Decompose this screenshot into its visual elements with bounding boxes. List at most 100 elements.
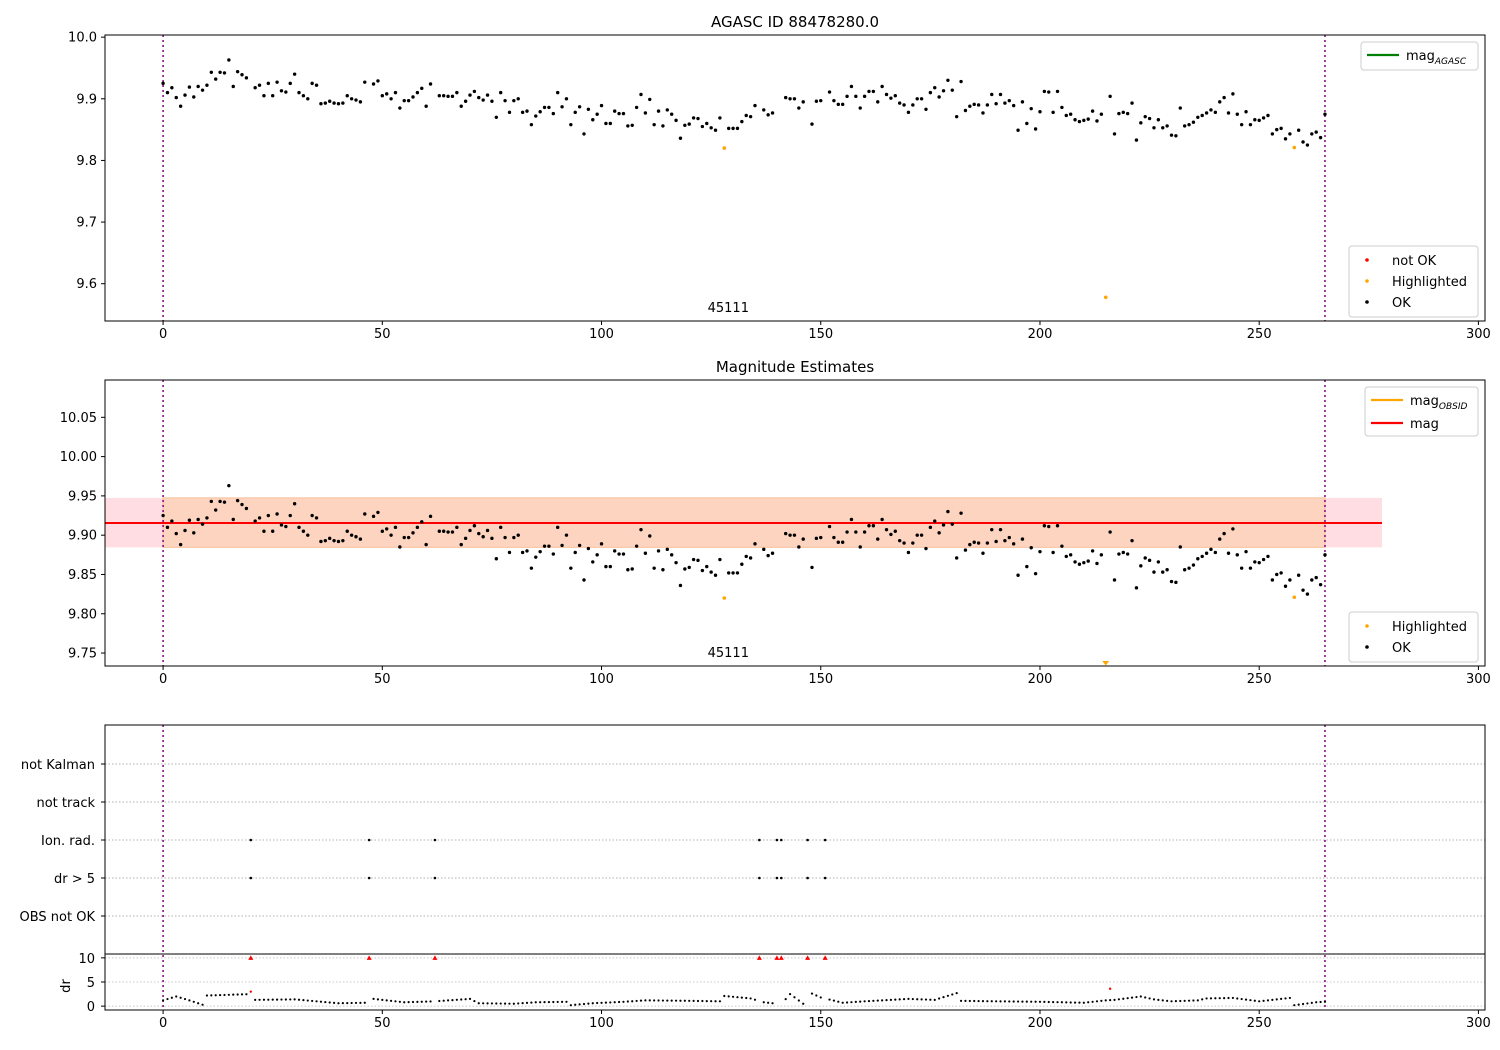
ok-point <box>573 110 577 115</box>
dr-point <box>881 999 884 1002</box>
ok-point <box>1169 133 1174 137</box>
dr-point <box>289 998 292 1001</box>
ok-point <box>998 92 1003 97</box>
ok-point <box>906 110 911 115</box>
ok-point <box>349 533 354 537</box>
ok-point <box>801 100 805 104</box>
ok-point <box>683 567 687 571</box>
dr-point <box>166 997 169 1001</box>
dr-point <box>1117 998 1120 1001</box>
flag-marker <box>433 838 437 842</box>
ok-point <box>411 531 415 535</box>
ok-point <box>617 552 621 556</box>
dr-point <box>1192 999 1195 1002</box>
ok-point <box>1130 101 1134 105</box>
ok-point <box>599 103 604 108</box>
dr-point <box>1319 1000 1322 1004</box>
ok-point <box>726 126 731 131</box>
ok-point <box>512 535 516 540</box>
ok-point <box>424 542 428 547</box>
ok-point <box>319 539 323 544</box>
dr-point <box>1091 1000 1094 1003</box>
ok-point <box>196 84 200 89</box>
ok-point <box>1288 578 1292 582</box>
ok-point <box>665 108 670 112</box>
ok-point <box>271 529 275 533</box>
ok-point <box>1003 101 1007 105</box>
ok-point <box>941 89 946 93</box>
dr-tick-label: 10 <box>78 952 95 967</box>
ok-point <box>1016 573 1020 577</box>
dr-point <box>674 999 678 1002</box>
flag-row-label: OBS not OK <box>20 910 96 925</box>
ok-point <box>766 553 770 558</box>
marker-legend-swatch <box>1365 624 1369 628</box>
ok-point <box>1108 94 1112 99</box>
ok-point <box>468 93 472 97</box>
ok-point <box>731 571 735 575</box>
ok-point <box>696 116 700 121</box>
ok-point <box>1314 130 1318 134</box>
y-tick-label: 9.9 <box>76 92 97 107</box>
highlighted-point <box>722 146 727 150</box>
ok-point <box>402 535 406 540</box>
ok-point <box>959 79 963 84</box>
dr-point <box>161 999 165 1002</box>
dr-point <box>245 993 248 996</box>
ok-point <box>669 112 674 116</box>
dr-point <box>1205 997 1208 1000</box>
ok-point <box>200 88 205 92</box>
ok-point <box>1060 544 1064 548</box>
ok-point <box>577 105 582 109</box>
ok-point <box>1296 573 1301 577</box>
dr-point <box>411 1000 415 1004</box>
dr-point <box>574 1003 577 1006</box>
ok-point <box>981 111 985 115</box>
ok-point <box>906 550 911 555</box>
dr-point <box>705 1000 708 1003</box>
ok-point <box>810 565 814 570</box>
ok-point <box>196 517 200 522</box>
x-tick-label: 0 <box>159 1016 167 1031</box>
dr-point <box>376 998 380 1001</box>
dr-point <box>810 992 814 995</box>
dr-point <box>859 1000 862 1003</box>
x-tick-label: 50 <box>374 672 391 687</box>
flag-marker <box>823 876 827 880</box>
ok-point <box>209 499 214 504</box>
ok-point <box>376 510 380 515</box>
dr-point <box>683 999 686 1002</box>
ok-point <box>1134 138 1139 142</box>
ok-point <box>494 115 499 119</box>
ok-point <box>819 98 823 103</box>
ok-point <box>1187 566 1191 570</box>
dr-point <box>1315 1001 1318 1004</box>
dr-point <box>1126 997 1129 1000</box>
ok-point <box>560 543 564 548</box>
dr-point <box>223 993 226 997</box>
dr-point <box>464 998 467 1001</box>
obsid-label: 45111 <box>708 301 749 316</box>
ok-point <box>836 540 840 544</box>
dr-point <box>731 995 735 998</box>
ok-point <box>1283 137 1288 141</box>
ok-point <box>889 96 893 100</box>
x-tick-label: 50 <box>374 327 391 342</box>
ok-point <box>726 571 731 575</box>
dr-point <box>1166 999 1169 1002</box>
ok-point <box>1139 121 1143 125</box>
ok-point <box>937 531 941 535</box>
ok-point <box>854 530 858 534</box>
ok-point <box>621 111 626 116</box>
marker-legend-swatch <box>1365 300 1369 304</box>
dr-point <box>188 999 191 1002</box>
ok-point <box>332 101 336 105</box>
dr-point <box>254 998 257 1001</box>
ok-point <box>393 90 398 95</box>
flag-marker <box>823 838 827 842</box>
dr-point <box>214 994 217 997</box>
ok-point <box>292 502 297 506</box>
dr-point <box>1174 1000 1177 1003</box>
dr-point <box>727 995 730 998</box>
dr-point <box>1003 1000 1007 1003</box>
